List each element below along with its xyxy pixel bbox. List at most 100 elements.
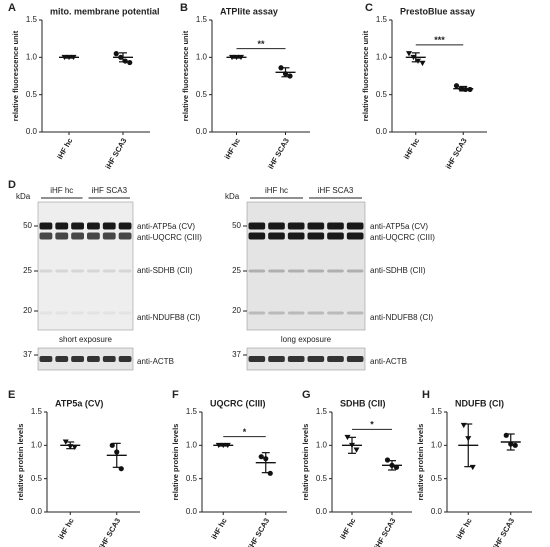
- x-tick-label: iHF SCA3: [266, 136, 291, 170]
- x-tick-label: iHF SCA3: [246, 516, 271, 547]
- band-label: anti-ATP5a (CV): [370, 222, 428, 231]
- significance-label: **: [257, 39, 265, 49]
- data-point: [349, 442, 355, 449]
- data-point: [118, 54, 124, 60]
- y-tick-label: 0.5: [376, 90, 388, 99]
- band: [287, 222, 305, 230]
- band-label: anti-SDHB (CII): [137, 266, 193, 275]
- y-tick-label: 1.5: [26, 15, 38, 24]
- band: [87, 222, 100, 230]
- band: [268, 311, 285, 315]
- band: [268, 222, 285, 230]
- band: [39, 356, 53, 362]
- y-tick-label: 0.0: [26, 127, 38, 136]
- data-point: [453, 83, 460, 89]
- exposure-label: long exposure: [281, 335, 332, 344]
- data-point: [458, 86, 464, 92]
- band: [346, 356, 364, 362]
- chart-title: ATPlite assay: [220, 6, 278, 16]
- band: [268, 269, 285, 273]
- y-tick-label: 0.0: [316, 507, 328, 516]
- data-point: [109, 442, 115, 448]
- significance-label: ***: [434, 35, 445, 45]
- mw-marker: 50: [232, 221, 241, 230]
- y-tick-label: 1.5: [186, 407, 198, 416]
- chart-title: ATP5a (CV): [55, 398, 103, 408]
- y-tick-label: 0.0: [431, 507, 443, 516]
- blot-image: [37, 347, 134, 371]
- data-point: [114, 449, 120, 455]
- data-point: [61, 54, 68, 61]
- x-tick-label: iHF SCA3: [373, 516, 398, 547]
- mw-marker: 20: [23, 306, 32, 315]
- band-label: anti-UQCRC (CIII): [370, 233, 435, 242]
- y-tick-label: 0.0: [196, 127, 208, 136]
- blot-image: [246, 201, 366, 331]
- x-tick-label: iHF hc: [209, 516, 228, 540]
- panel-letter: C: [365, 2, 373, 14]
- chart-title: SDHB (CII): [340, 398, 386, 408]
- y-tick-label: 1.0: [26, 52, 38, 61]
- data-point: [278, 65, 284, 71]
- y-tick-label: 0.0: [186, 507, 198, 516]
- mw-marker: 20: [232, 306, 241, 315]
- y-axis-label: relative protein levels: [416, 424, 425, 501]
- band: [39, 269, 53, 273]
- band: [248, 311, 266, 315]
- y-tick-label: 1.0: [376, 52, 388, 61]
- kda-label: kDa: [225, 192, 240, 201]
- data-point: [118, 466, 124, 472]
- exposure-label: short exposure: [59, 335, 112, 344]
- y-tick-label: 1.5: [431, 407, 443, 416]
- x-tick-label: iHF hc: [338, 516, 357, 540]
- band-label: anti-UQCRC (CIII): [137, 233, 202, 242]
- data-point: [62, 439, 69, 445]
- data-point: [462, 86, 469, 93]
- band: [87, 232, 100, 240]
- panel-letter: G: [302, 389, 311, 401]
- mw-marker: 25: [232, 266, 241, 275]
- data-point: [282, 71, 289, 77]
- chart-title: PrestoBlue assay: [400, 6, 475, 16]
- band: [287, 232, 305, 240]
- y-axis-label: relative fluorescence unit: [361, 30, 370, 121]
- group-label: iHF SCA3: [318, 186, 354, 195]
- y-tick-label: 0.5: [196, 90, 208, 99]
- band: [307, 232, 325, 240]
- chart-title: NDUFB (CI): [455, 398, 504, 408]
- panel-letter: F: [172, 389, 179, 401]
- data-point: [503, 432, 509, 438]
- band: [71, 356, 84, 362]
- panel-letter: E: [8, 389, 15, 401]
- group-label: iHF hc: [50, 186, 73, 195]
- data-point: [233, 54, 240, 61]
- band: [55, 269, 69, 273]
- significance-label: *: [370, 420, 374, 430]
- y-tick-label: 1.5: [31, 407, 43, 416]
- data-point: [122, 58, 128, 64]
- band-label: anti-NDUFB8 (CI): [137, 313, 200, 322]
- band: [102, 356, 116, 362]
- band: [102, 311, 116, 315]
- band: [327, 232, 344, 240]
- x-tick-label: iHF hc: [56, 516, 75, 540]
- y-tick-label: 1.5: [196, 15, 208, 24]
- chart-title: UQCRC (CIII): [210, 398, 266, 408]
- y-tick-label: 0.5: [31, 474, 43, 483]
- band: [55, 356, 69, 362]
- band: [307, 222, 325, 230]
- data-point: [263, 456, 269, 462]
- data-point: [469, 464, 476, 471]
- data-point: [238, 54, 244, 61]
- y-tick-label: 0.5: [186, 474, 198, 483]
- blot-image: [246, 347, 366, 371]
- band: [346, 311, 364, 315]
- data-point: [508, 441, 514, 447]
- chart-title: mito. membrane potential: [50, 6, 160, 16]
- y-axis-label: relative protein levels: [16, 424, 25, 501]
- band: [287, 356, 305, 362]
- y-tick-label: 1.0: [196, 52, 208, 61]
- data-point: [229, 54, 235, 61]
- x-tick-label: iHF hc: [223, 136, 242, 160]
- data-point: [415, 58, 421, 64]
